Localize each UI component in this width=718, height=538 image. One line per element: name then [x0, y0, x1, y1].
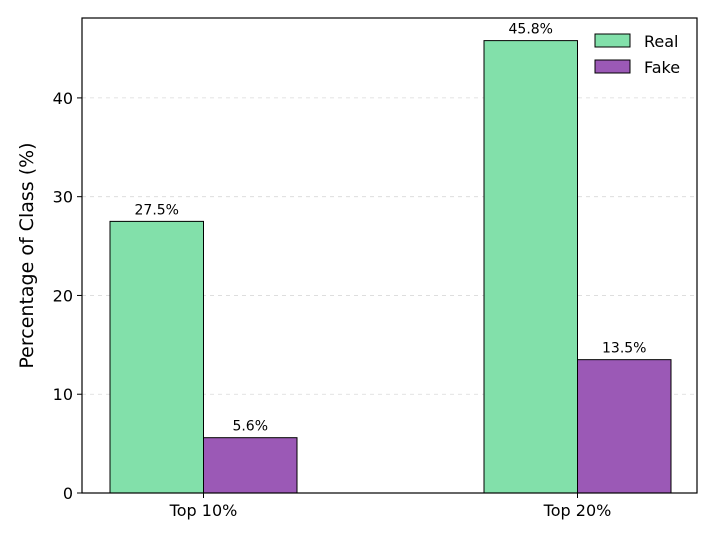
data-label: 27.5%	[135, 202, 179, 218]
bar-fake-1	[203, 437, 298, 494]
bar-real-1	[109, 220, 204, 494]
x-tick-label: Top 10%	[169, 501, 238, 520]
y-tick-label: 0	[63, 484, 73, 503]
bars	[109, 40, 672, 494]
y-axis-title: Percentage of Class (%)	[16, 142, 38, 368]
y-tick-label: 20	[53, 286, 73, 305]
x-axis: Top 10% Top 20%	[169, 493, 612, 520]
legend-label-real: Real	[644, 32, 679, 51]
data-labels: 27.5% 5.6% 45.8% 13.5%	[135, 22, 647, 435]
bar-fake-2	[577, 359, 672, 494]
legend-label-fake: Fake	[644, 58, 680, 77]
legend: Real Fake	[594, 32, 680, 77]
y-axis: 0 10 20 30 40	[53, 89, 82, 503]
y-tick-label: 40	[53, 89, 73, 108]
y-tick-label: 10	[53, 385, 73, 404]
legend-swatch-real	[594, 33, 631, 48]
legend-swatch-fake	[594, 59, 631, 74]
data-label: 5.6%	[232, 419, 268, 435]
y-tick-label: 30	[53, 188, 73, 207]
x-tick-label: Top 20%	[543, 501, 612, 520]
bar-real-2	[483, 40, 578, 494]
data-label: 13.5%	[602, 341, 646, 357]
data-label: 45.8%	[509, 22, 553, 38]
plot-frame	[81, 17, 698, 494]
